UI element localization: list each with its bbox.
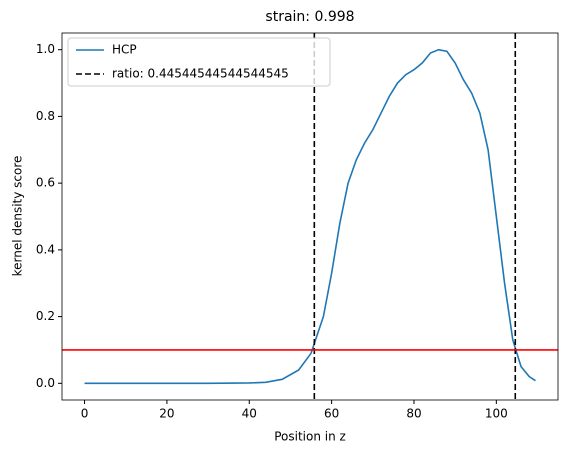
y-tick-label: 0.8: [36, 109, 55, 123]
legend-label: HCP: [112, 43, 137, 57]
chart-title: strain: 0.998: [265, 9, 354, 25]
legend-label: ratio: 0.44544544544544545: [112, 67, 289, 81]
y-tick-label: 0.2: [36, 309, 55, 323]
x-tick-label: 100: [485, 407, 508, 421]
y-tick-label: 0.0: [36, 376, 55, 390]
x-axis-label: Position in z: [274, 430, 346, 444]
x-tick-label: 80: [406, 407, 421, 421]
y-tick-label: 0.6: [36, 176, 55, 190]
data-line: [84, 48, 536, 385]
legend-box: [67, 37, 331, 87]
x-tick-label: 0: [81, 407, 89, 421]
y-axis-label: kernel density score: [11, 156, 25, 277]
x-tick-label: 40: [242, 407, 257, 421]
y-tick-label: 0.4: [36, 242, 55, 256]
y-tick-label: 1.0: [36, 42, 55, 56]
x-tick-label: 60: [324, 407, 339, 421]
plot-frame: [61, 32, 559, 401]
x-tick-label: 20: [159, 407, 174, 421]
